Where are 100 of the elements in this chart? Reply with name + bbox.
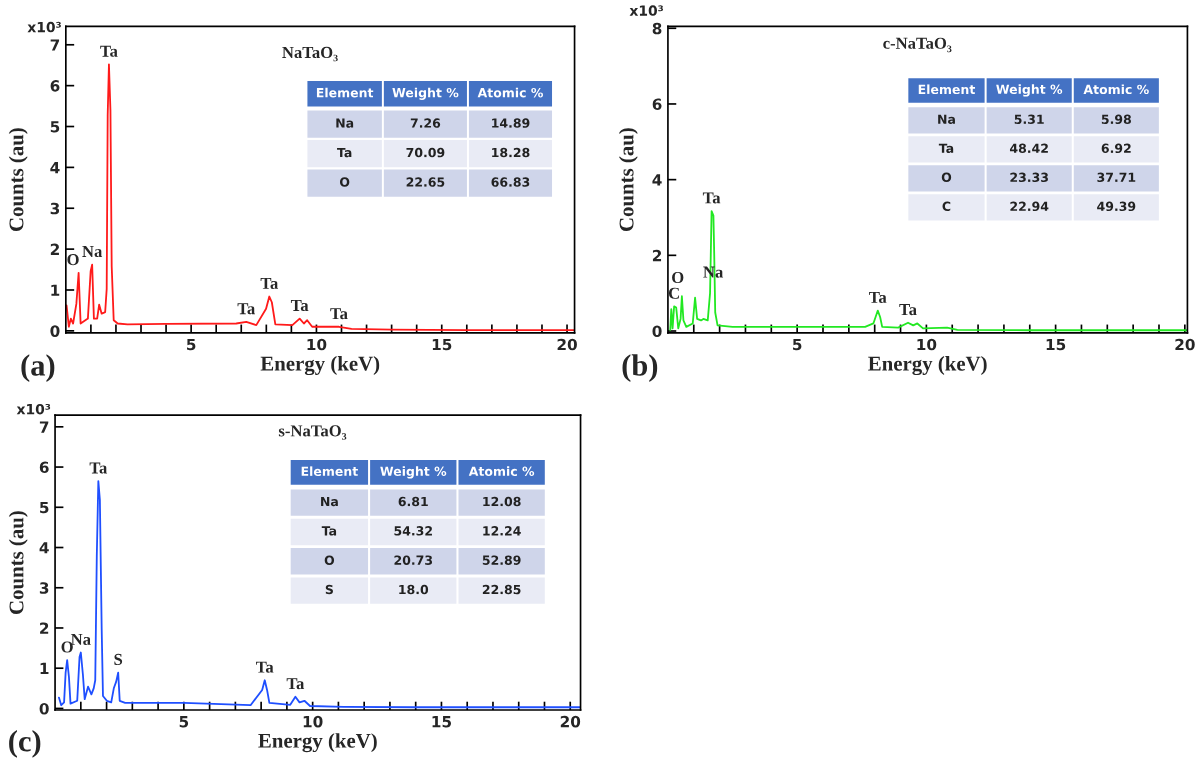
y-tick-label: 7 — [39, 421, 49, 433]
y-tick-label: 4 — [39, 542, 49, 554]
y-tick-label: 5 — [50, 121, 60, 133]
annotation: S — [325, 584, 333, 595]
y-tick-label: 2 — [40, 622, 49, 634]
annotation: O — [941, 172, 952, 183]
text: x10³ — [629, 5, 664, 16]
x-tick-label: 10 — [917, 338, 937, 351]
x-tick-label: 5 — [187, 338, 196, 351]
annotation: 22.65 — [406, 177, 445, 187]
annotation: Ta — [321, 526, 337, 536]
text: x10³ — [16, 403, 51, 415]
x-tick-label: 10 — [307, 338, 327, 351]
annotation: Ta — [100, 45, 118, 57]
annotation: 7.26 — [410, 118, 441, 128]
annotation: 12.24 — [483, 526, 521, 536]
annotation: Na — [938, 114, 955, 124]
x-tick-label: 5 — [179, 716, 189, 728]
annotation: Ta — [899, 304, 917, 316]
annotation: 66.83 — [491, 177, 530, 187]
y-tick-label: 8 — [652, 22, 662, 35]
annotation: 14.89 — [492, 118, 530, 128]
annotation: Ta — [330, 308, 348, 320]
annotation: Na — [336, 118, 354, 128]
y-tick-label: 4 — [652, 174, 662, 186]
annotation: Atomic % — [477, 87, 543, 98]
annotation: Weight % — [380, 466, 447, 479]
y-tick-label: 0 — [652, 325, 662, 338]
annotation: Ta — [89, 462, 108, 474]
line-series — [58, 480, 581, 709]
x-axis-title: Energy (keV) — [260, 356, 380, 376]
annotation: Atomic % — [1083, 84, 1149, 95]
x-tick-label: 20 — [557, 338, 577, 351]
annotation: Ta — [286, 678, 305, 690]
annotation: 18.28 — [492, 147, 530, 158]
y-tick-label: 0 — [50, 325, 60, 337]
annotation: C — [668, 287, 679, 299]
annotation: Atomic % — [468, 466, 535, 477]
annotation: Ta — [256, 661, 274, 673]
annotation: O — [67, 254, 79, 266]
y-tick-label: 3 — [50, 202, 60, 215]
y-tick-label: 1 — [40, 662, 49, 675]
x-tick-label: 15 — [1046, 338, 1066, 351]
y-tick-label: 0 — [39, 702, 49, 715]
annotation: 22.85 — [482, 584, 521, 595]
annotation: O — [61, 641, 73, 653]
annotation: 52.89 — [482, 555, 521, 565]
x-tick-label: 15 — [432, 338, 452, 351]
annotation: Ta — [938, 143, 954, 154]
y-tick-label: 7 — [50, 39, 60, 51]
y-tick-label: 2 — [50, 243, 59, 255]
annotation: 37.71 — [1097, 172, 1136, 183]
annotation: Ta — [869, 291, 887, 304]
annotation: 22.94 — [1010, 201, 1049, 212]
annotation: O — [339, 177, 350, 187]
annotation: Ta — [260, 277, 279, 289]
annotation: Na — [70, 633, 91, 645]
y-tick-label: 6 — [652, 98, 662, 110]
y-tick-label: 6 — [39, 461, 49, 474]
annotation: 5.31 — [1014, 114, 1044, 124]
y-tick-label: 6 — [50, 80, 60, 92]
annotation: 23.33 — [1010, 172, 1048, 183]
annotation: Ta — [702, 192, 721, 204]
x-tick-label: 5 — [793, 338, 802, 351]
annotation: 49.39 — [1097, 201, 1136, 212]
y-tick-label: 1 — [51, 284, 60, 296]
x-tick-label: 20 — [560, 715, 581, 728]
annotation: 54.32 — [394, 526, 432, 536]
annotation: 5.98 — [1101, 114, 1131, 124]
x-tick-label: 15 — [432, 716, 452, 728]
x-axis-title: Energy (keV) — [868, 356, 987, 376]
y-tick-label: 3 — [39, 582, 49, 594]
y-axis-title: Counts (au) — [8, 128, 28, 232]
annotation: 6.81 — [398, 496, 428, 507]
text: NaTaO₃ — [282, 46, 338, 62]
text: c-NaTaO₃ — [883, 37, 952, 53]
annotation: S — [114, 653, 123, 666]
annotation: Na — [321, 496, 338, 507]
annotation: Ta — [237, 303, 255, 315]
annotation: Element — [301, 466, 358, 477]
x-tick-label: 20 — [1175, 338, 1195, 351]
annotation: 20.73 — [394, 555, 433, 565]
y-tick-label: 4 — [50, 162, 60, 174]
text: (b) — [622, 354, 658, 383]
annotation: 18.0 — [399, 584, 429, 595]
annotation: Ta — [337, 147, 352, 158]
annotation: 12.08 — [483, 496, 521, 507]
annotation: Na — [82, 246, 103, 258]
text: x10³ — [27, 21, 61, 33]
text: (c) — [9, 730, 41, 758]
annotation: Element — [918, 84, 976, 95]
text: s-NaTaO₃ — [278, 425, 347, 440]
y-axis-title: Counts (au) — [8, 511, 28, 614]
text: (a) — [21, 354, 55, 383]
annotation: Element — [316, 87, 374, 98]
x-tick-label: 10 — [303, 715, 323, 728]
annotation: Weight % — [392, 87, 459, 100]
annotation: O — [324, 555, 335, 565]
annotation: Ta — [290, 299, 309, 312]
y-axis-title: Counts (au) — [618, 128, 638, 232]
